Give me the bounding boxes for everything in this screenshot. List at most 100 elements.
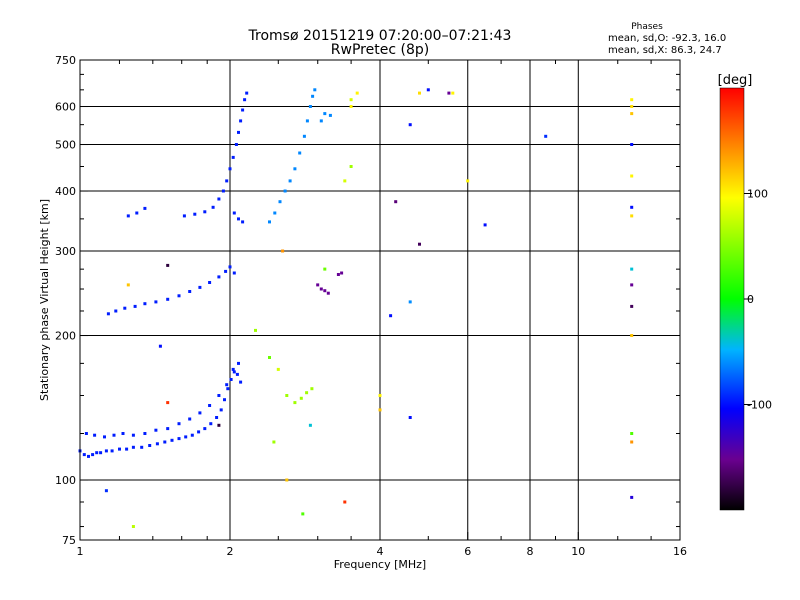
echo-point [95, 451, 99, 455]
echo-point [121, 432, 125, 435]
echo-point [177, 294, 181, 298]
echo-point [299, 396, 303, 400]
y-tick-label: 75 [62, 534, 76, 547]
echo-point [163, 440, 167, 444]
echo-point [394, 200, 398, 204]
colorbar-tick-label: 100 [747, 188, 768, 201]
echo-point [254, 328, 257, 332]
echo-point [125, 447, 129, 451]
echo-point [310, 387, 314, 391]
echo-point [389, 314, 393, 318]
echo-point [378, 394, 382, 397]
echo-point [293, 401, 297, 405]
echo-point [234, 143, 238, 146]
echo-point [630, 495, 634, 499]
echo-point [313, 88, 317, 92]
echo-point [190, 433, 194, 437]
colorbar-tick-label: -100 [747, 399, 772, 412]
echo-point [211, 205, 215, 209]
x-tick-label: 4 [377, 545, 384, 558]
echo-point [245, 91, 249, 95]
echo-point [305, 391, 309, 395]
echo-point [110, 449, 114, 453]
echo-point [630, 143, 634, 146]
echo-point [323, 112, 327, 116]
echo-point [154, 300, 158, 304]
echo-point [349, 98, 353, 102]
echo-point [311, 94, 315, 98]
echo-point [241, 220, 245, 224]
echo-point [276, 367, 280, 371]
echo-point [630, 267, 634, 271]
echo-point [217, 197, 221, 201]
colorbar-unit-label: [deg] [718, 73, 753, 88]
echo-point [285, 394, 289, 397]
phases-heading: Phases [631, 22, 663, 32]
echo-point [451, 91, 455, 95]
echo-point [166, 427, 170, 431]
scatter-points [78, 88, 634, 528]
echo-point [273, 211, 277, 215]
y-tick-label: 600 [55, 101, 76, 114]
y-tick-label: 500 [55, 139, 76, 152]
echo-point [237, 361, 240, 365]
echo-point [232, 211, 236, 215]
echo-point [235, 372, 239, 376]
echo-point [278, 200, 282, 204]
echo-point [143, 302, 147, 306]
echo-point [243, 98, 247, 102]
echo-point [319, 287, 323, 291]
echo-point [308, 423, 312, 427]
echo-point [93, 433, 97, 437]
echo-point [630, 205, 634, 209]
echo-point [630, 98, 634, 102]
echo-point [232, 370, 236, 374]
echo-point [215, 416, 219, 419]
echo-point [630, 334, 634, 337]
echo-point [225, 179, 229, 183]
y-tick-label: 300 [55, 245, 76, 258]
echo-point [231, 155, 235, 159]
echo-point [208, 404, 212, 407]
echo-point [544, 134, 548, 138]
echo-point [112, 433, 116, 437]
echo-point [198, 285, 202, 289]
echo-point [630, 432, 634, 435]
echo-point [225, 383, 229, 387]
echo-point [99, 451, 103, 455]
echo-point [239, 119, 243, 123]
echo-point [426, 88, 430, 92]
echo-point [336, 273, 340, 276]
echo-point [630, 214, 634, 218]
echo-point [288, 179, 292, 183]
y-tick-label: 750 [55, 54, 76, 67]
echo-point [328, 113, 332, 117]
x-tick-label: 10 [571, 545, 585, 558]
echo-point [217, 423, 221, 427]
echo-point [126, 214, 130, 218]
echo-point [630, 440, 634, 444]
echo-point [228, 265, 232, 269]
echo-point [408, 300, 412, 304]
echo-point [193, 212, 197, 216]
y-tick-label: 400 [55, 185, 76, 198]
echo-point [184, 435, 188, 439]
x-axis-label: Frequency [MHz] [334, 558, 426, 571]
echo-point [166, 263, 170, 267]
echo-point [84, 432, 88, 435]
echo-point [237, 217, 240, 221]
x-tick-label: 16 [673, 545, 687, 558]
echo-point [305, 119, 309, 123]
echo-point [140, 445, 144, 449]
echo-point [221, 189, 225, 193]
echo-point [630, 283, 634, 287]
echo-point [316, 283, 320, 287]
echo-point [104, 489, 108, 493]
stat-x-mode: mean, sd,X: 86.3, 24.7 [608, 45, 722, 56]
echo-point [268, 220, 271, 224]
echo-point [143, 206, 147, 210]
echo-point [232, 271, 236, 275]
echo-point [228, 167, 232, 171]
echo-point [166, 401, 170, 405]
echo-point [349, 105, 353, 108]
